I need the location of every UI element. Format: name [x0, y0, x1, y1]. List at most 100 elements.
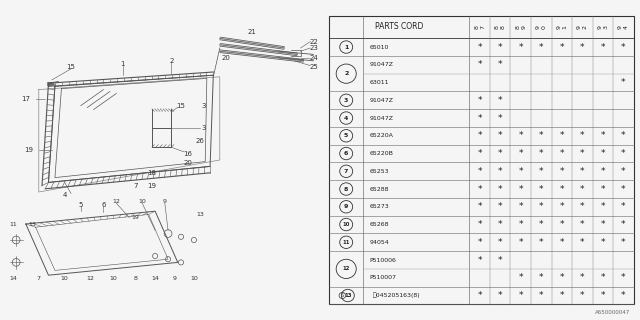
Text: *: *	[621, 185, 626, 194]
Text: *: *	[600, 43, 605, 52]
Text: 9
2: 9 2	[577, 25, 588, 29]
Text: 24: 24	[309, 55, 318, 60]
Text: 20: 20	[222, 55, 230, 60]
Text: 13: 13	[344, 293, 351, 298]
Text: *: *	[539, 43, 543, 52]
Text: *: *	[518, 291, 523, 300]
Text: 7: 7	[36, 276, 41, 281]
Text: 6: 6	[101, 202, 106, 208]
Text: *: *	[580, 291, 584, 300]
FancyBboxPatch shape	[47, 82, 53, 85]
Text: 3: 3	[202, 103, 206, 108]
Text: *: *	[621, 167, 626, 176]
Text: *: *	[600, 167, 605, 176]
Text: 4: 4	[63, 192, 67, 198]
Text: 17: 17	[21, 96, 30, 102]
Text: 6: 6	[344, 151, 348, 156]
Text: 10: 10	[190, 276, 198, 281]
Text: 21: 21	[248, 29, 257, 35]
Text: 13: 13	[196, 212, 204, 217]
Text: 14: 14	[151, 276, 159, 281]
Text: *: *	[621, 43, 626, 52]
Text: *: *	[518, 149, 523, 158]
Text: Ⓢ045205163(8): Ⓢ045205163(8)	[372, 293, 420, 298]
Text: *: *	[539, 273, 543, 282]
Text: 65253: 65253	[369, 169, 389, 174]
Text: 8
7: 8 7	[474, 25, 485, 29]
Text: 19: 19	[24, 148, 33, 153]
Text: *: *	[477, 220, 482, 229]
Text: 1: 1	[344, 44, 348, 50]
Text: *: *	[580, 238, 584, 247]
Text: 2: 2	[344, 71, 348, 76]
Text: 65220A: 65220A	[369, 133, 393, 138]
Text: 10: 10	[61, 276, 68, 281]
Text: 91047Z: 91047Z	[369, 62, 393, 67]
Text: *: *	[600, 185, 605, 194]
Text: 7: 7	[134, 183, 138, 188]
Text: 91047Z: 91047Z	[369, 98, 393, 103]
Text: P510006: P510006	[369, 258, 396, 262]
Text: *: *	[600, 238, 605, 247]
Text: *: *	[518, 202, 523, 211]
Text: *: *	[559, 185, 564, 194]
Text: *: *	[580, 43, 584, 52]
Text: *: *	[498, 185, 502, 194]
Text: *: *	[621, 149, 626, 158]
Text: 18: 18	[147, 170, 156, 176]
Text: 1: 1	[120, 61, 125, 67]
Text: *: *	[498, 291, 502, 300]
Text: 8
9: 8 9	[515, 25, 526, 29]
Text: 26: 26	[196, 138, 205, 144]
Text: *: *	[559, 291, 564, 300]
Text: *: *	[559, 220, 564, 229]
Text: 19: 19	[147, 183, 156, 188]
Text: *: *	[621, 238, 626, 247]
Text: *: *	[477, 255, 482, 265]
Text: *: *	[559, 238, 564, 247]
Text: 65273: 65273	[369, 204, 389, 209]
Text: 13: 13	[28, 221, 36, 227]
Text: A650000047: A650000047	[595, 310, 630, 316]
Text: *: *	[518, 167, 523, 176]
Text: *: *	[498, 255, 502, 265]
Text: *: *	[580, 220, 584, 229]
Text: *: *	[539, 149, 543, 158]
Text: 9: 9	[173, 276, 177, 281]
Text: 11: 11	[342, 240, 350, 245]
Text: *: *	[621, 291, 626, 300]
Text: *: *	[477, 131, 482, 140]
Text: *: *	[477, 149, 482, 158]
Text: 9
3: 9 3	[598, 25, 608, 29]
Text: *: *	[621, 273, 626, 282]
Text: *: *	[498, 238, 502, 247]
Text: 15: 15	[177, 103, 186, 108]
Text: *: *	[600, 202, 605, 211]
Text: *: *	[539, 291, 543, 300]
Text: PARTS CORD: PARTS CORD	[375, 22, 424, 31]
Text: *: *	[539, 202, 543, 211]
Text: 8: 8	[344, 187, 348, 192]
Text: 8: 8	[134, 276, 138, 281]
Text: 65010: 65010	[369, 44, 388, 50]
Text: 20: 20	[183, 160, 192, 166]
Text: *: *	[600, 149, 605, 158]
Text: 14: 14	[9, 276, 17, 281]
Text: 91047Z: 91047Z	[369, 116, 393, 121]
Text: 65220B: 65220B	[369, 151, 393, 156]
Text: 65288: 65288	[369, 187, 388, 192]
Text: 5: 5	[79, 202, 83, 208]
Text: *: *	[498, 149, 502, 158]
Text: *: *	[477, 238, 482, 247]
Text: *: *	[580, 131, 584, 140]
Text: 23: 23	[309, 45, 318, 51]
Text: *: *	[559, 167, 564, 176]
Text: *: *	[539, 238, 543, 247]
Text: *: *	[559, 149, 564, 158]
Text: *: *	[580, 185, 584, 194]
Text: *: *	[498, 220, 502, 229]
Text: *: *	[539, 167, 543, 176]
Text: *: *	[477, 185, 482, 194]
Text: *: *	[600, 131, 605, 140]
Text: 9: 9	[344, 204, 348, 209]
